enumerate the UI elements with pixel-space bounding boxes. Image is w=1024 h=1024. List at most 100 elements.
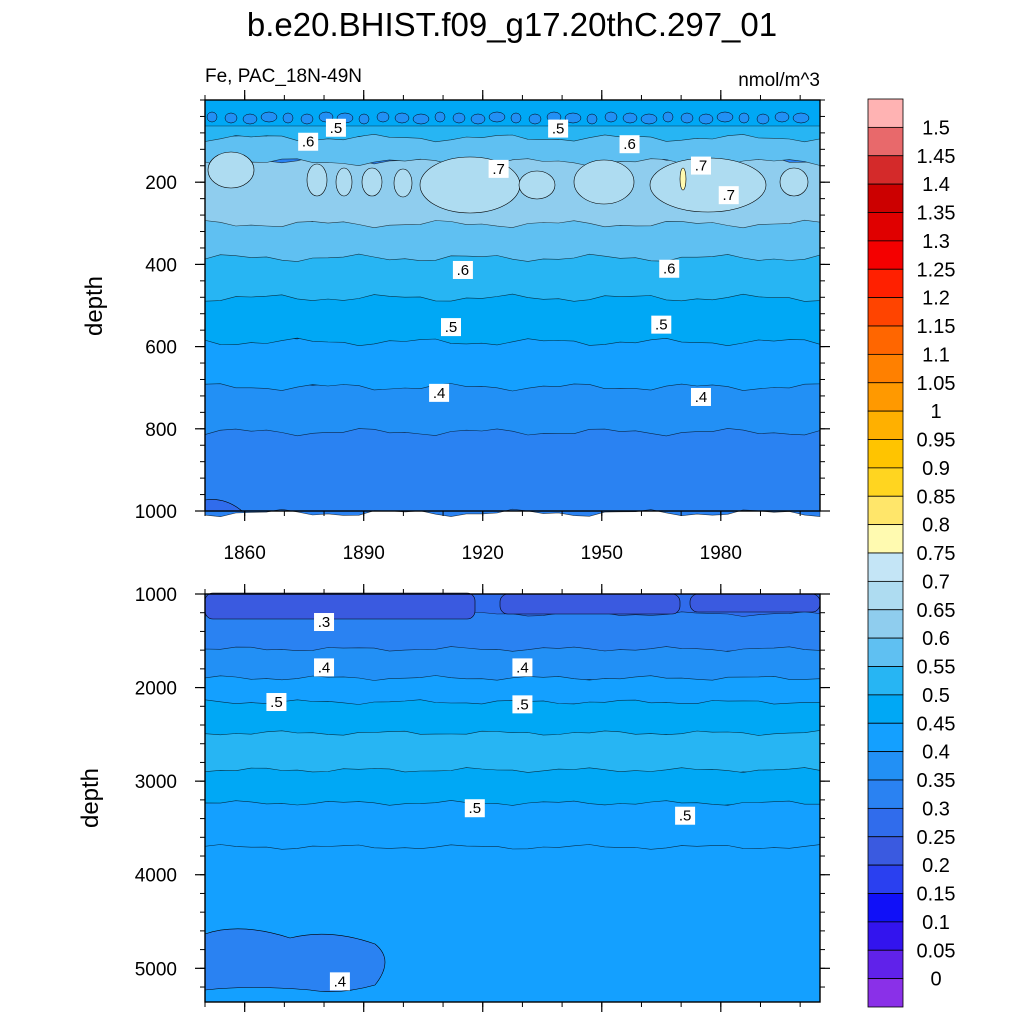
contour-label-text: .3	[318, 614, 331, 631]
contour-label-bg	[329, 972, 350, 991]
upper-surface-cell	[358, 113, 370, 125]
contour-label: .7	[690, 156, 711, 175]
colorbar-swatch	[867, 155, 904, 185]
contour-label: .7	[718, 186, 739, 205]
contour-label-text: .6	[623, 136, 636, 153]
contour-label-bg	[441, 318, 461, 337]
colorbar-swatch	[867, 609, 904, 639]
contour-label-bg	[325, 118, 346, 137]
upper-core-blob	[207, 151, 255, 189]
contour-label: .5	[266, 693, 287, 712]
contour-label-bg	[690, 156, 711, 175]
contour-label: .5	[325, 118, 346, 137]
contour-label-bg	[651, 315, 672, 334]
x-tick-label: 1860	[224, 543, 266, 564]
upper-contour-fills	[204, 99, 821, 518]
upper-surface-cell	[282, 112, 294, 124]
colorbar-swatch	[867, 524, 904, 554]
contour-label: .6	[619, 135, 640, 154]
upper-core-blob	[518, 170, 556, 200]
upper-surface-cell	[774, 111, 790, 123]
upper-surface-cell	[640, 113, 658, 125]
upper-surface-cell	[412, 113, 430, 125]
upper-axes: 200 400 600 800 1000 1860 1890 1920 1950 1980	[135, 90, 830, 564]
lower-top-patch	[204, 592, 476, 620]
upper-core-max	[679, 167, 687, 191]
x-tick-label: 1920	[462, 543, 504, 564]
contour-label-bg	[548, 119, 569, 138]
y-tick-label: 5000	[135, 959, 177, 980]
y-tick-label: 3000	[135, 772, 177, 793]
colorbar-swatch	[867, 183, 904, 213]
colorbar-swatch	[867, 864, 904, 894]
colorbar-label: 0.6	[922, 628, 950, 650]
colorbar-label: 1.25	[917, 259, 956, 281]
colorbar-label: 0.4	[922, 742, 950, 764]
colorbar-swatch	[867, 580, 904, 611]
colorbar-label: 0.65	[917, 600, 956, 622]
figure-title: b.e20.BHIST.f09_g17.20thC.297_01	[247, 6, 777, 43]
contour-label: .6	[452, 260, 473, 279]
contour-label: .4	[314, 658, 335, 677]
contour-label: .7	[488, 159, 509, 178]
lower-y-axis-label: depth	[77, 768, 104, 828]
colorbar-swatch	[867, 495, 904, 526]
contour-label-bg	[464, 799, 485, 818]
colorbar-label: 0.3	[922, 798, 950, 820]
y-tick-label: 2000	[135, 679, 177, 700]
contour-label: .5	[512, 695, 533, 714]
contour-label-text: .6	[457, 262, 470, 279]
contour-label-text: .4	[516, 659, 529, 676]
lower-band-0.5	[204, 767, 821, 810]
x-tick-label: 1980	[700, 543, 742, 564]
upper-contour-labels: .5 .5 .6 .6 .7 .7 .7 .6 .6 .5 .5 .4 .4	[298, 118, 739, 406]
colorbar-label: 0.45	[917, 713, 956, 735]
colorbar-label: 1.45	[917, 146, 956, 168]
colorbar-label: 1.1	[922, 344, 950, 366]
colorbar-swatch	[867, 921, 904, 951]
colorbar-label: 0.2	[922, 855, 950, 877]
colorbar-label: 0.8	[922, 515, 950, 537]
colorbar-swatch	[867, 439, 904, 469]
upper-surface-cell	[510, 112, 522, 124]
colorbar-label: 1	[930, 401, 941, 423]
upper-core-blob	[306, 163, 328, 197]
upper-surface-cell	[260, 111, 278, 123]
colorbar-label: 0.9	[922, 458, 950, 480]
colorbar-label: 1.2	[922, 288, 950, 310]
y-tick-label: 400	[145, 255, 177, 276]
upper-surface-cell	[680, 112, 694, 124]
contour-label-text: .5	[270, 694, 283, 711]
contour-label-bg	[659, 259, 680, 278]
contour-label-bg	[429, 383, 450, 402]
colorbar-swatch	[867, 552, 904, 582]
upper-core-blob	[361, 167, 383, 197]
contour-label-text: .4	[318, 659, 331, 676]
colorbar-label: 1.15	[917, 316, 956, 338]
colorbar-label: 0.1	[922, 912, 950, 934]
upper-surface-cell	[604, 111, 618, 123]
colorbar-label: 0.25	[917, 827, 956, 849]
colorbar-swatch	[867, 637, 904, 667]
upper-surface-cell	[662, 111, 674, 123]
colorbar-swatch	[867, 212, 904, 242]
contour-label: .5	[548, 119, 569, 138]
upper-surface-cell	[622, 112, 638, 124]
contour-label: .5	[464, 799, 485, 818]
contour-label: .4	[329, 972, 350, 991]
contour-label: .4	[512, 658, 533, 677]
y-tick-label: 600	[145, 338, 177, 359]
colorbar-label: 1.35	[917, 203, 956, 225]
colorbar-label: 0.05	[917, 940, 956, 962]
contour-label-text: .7	[722, 187, 735, 204]
colorbar-swatch	[867, 382, 904, 412]
upper-surface-cell	[224, 112, 238, 124]
colorbar-label: 1.5	[922, 117, 950, 139]
lower-band-0.55	[204, 730, 821, 777]
colorbar-swatch	[867, 410, 904, 440]
colorbar-swatch	[867, 126, 904, 157]
upper-surface-cell	[242, 113, 258, 125]
upper-surface-cell	[434, 111, 446, 123]
colorbar-label: 0.15	[917, 884, 956, 906]
